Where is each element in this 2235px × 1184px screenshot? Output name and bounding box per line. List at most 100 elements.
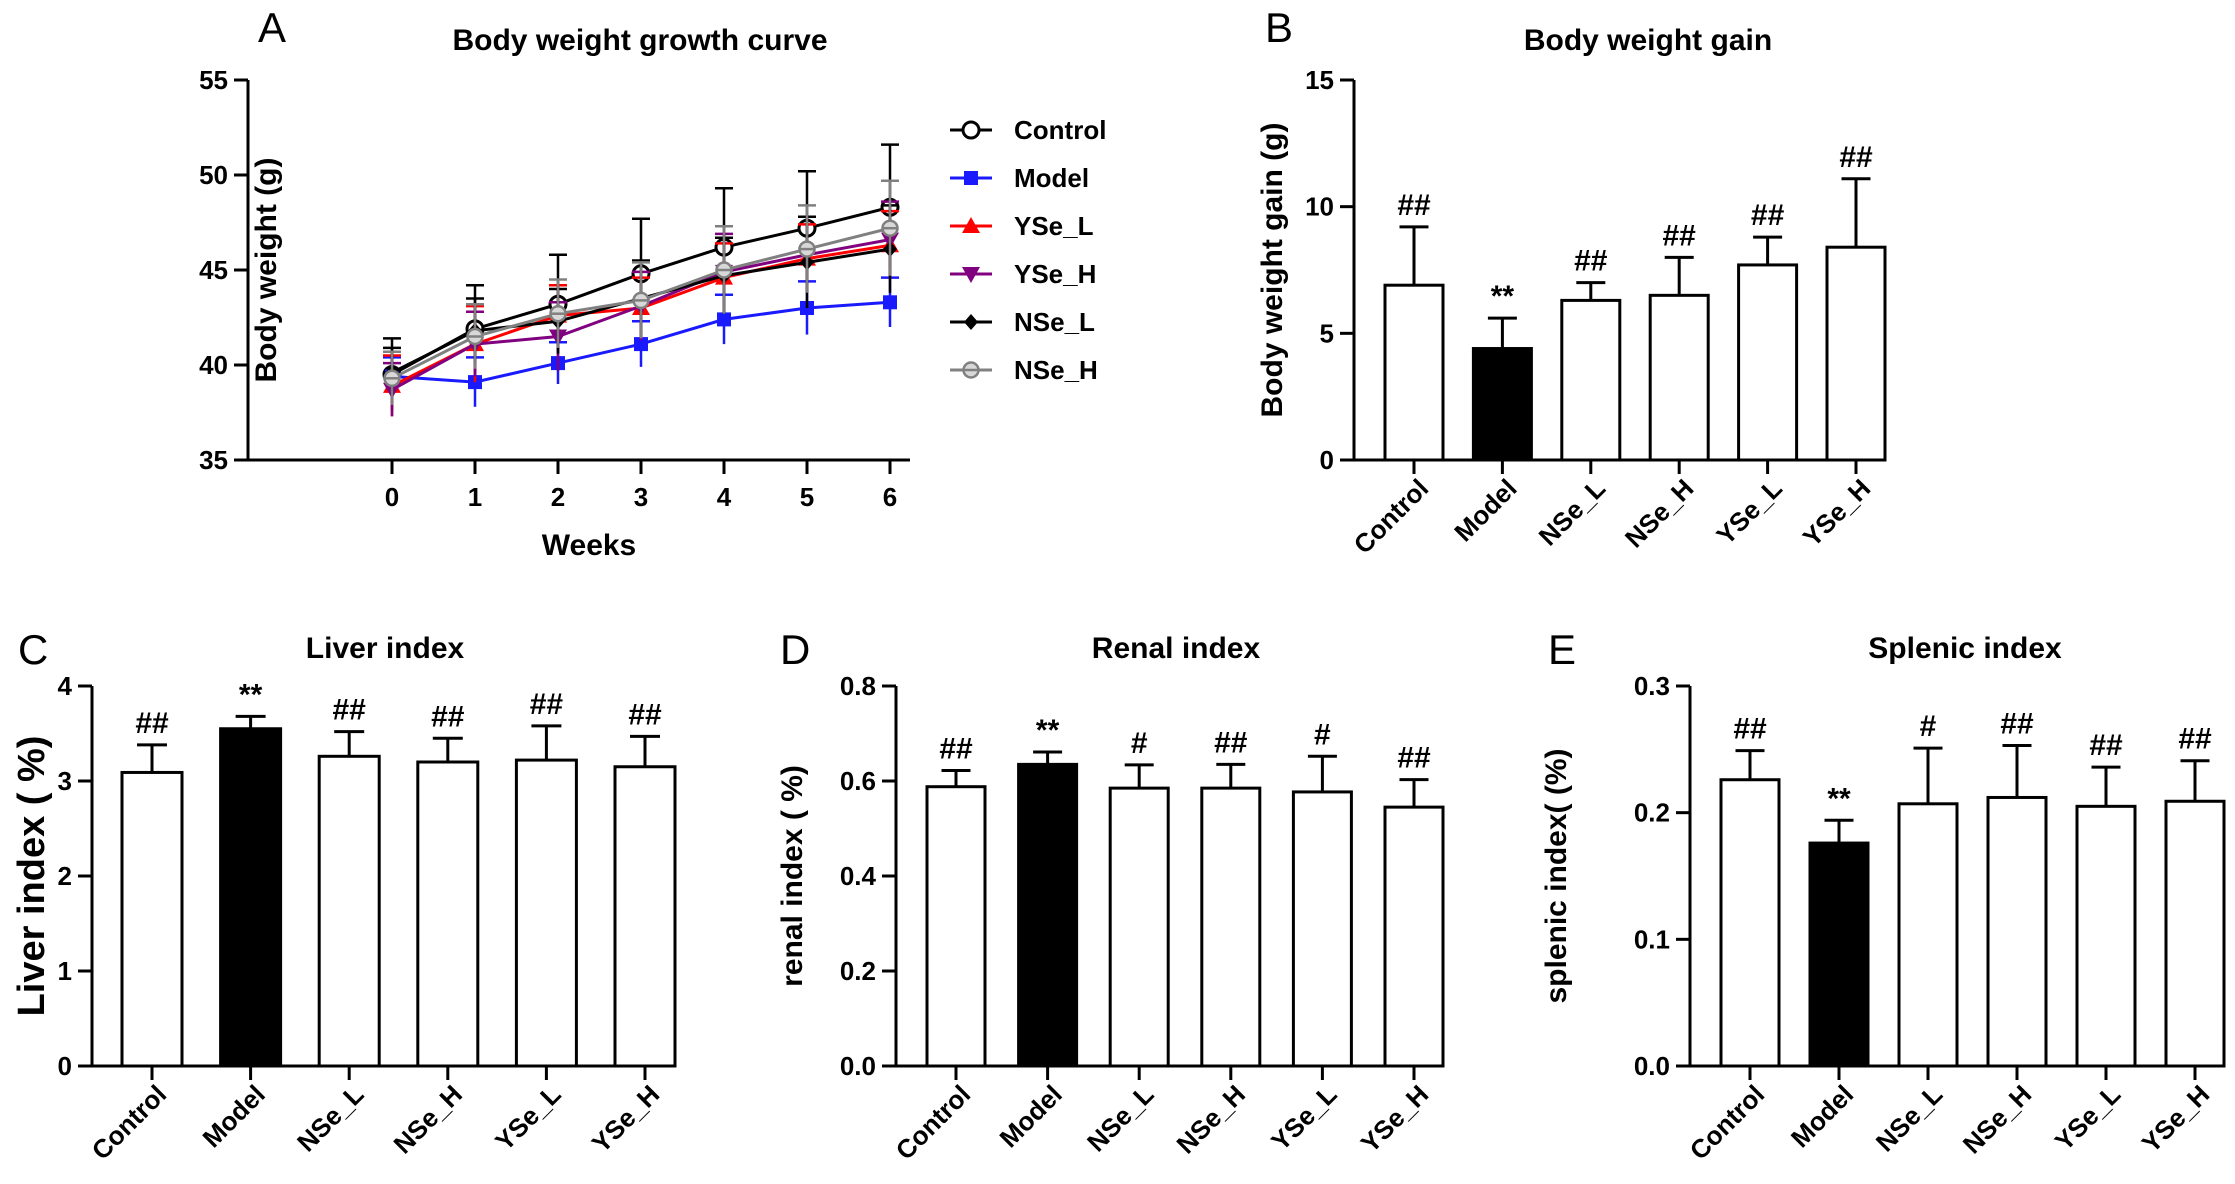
significance-mark-D-yse-l: # xyxy=(1314,718,1331,751)
x-category-label-D-control: Control xyxy=(890,1079,977,1166)
bar-D-control xyxy=(925,785,987,1068)
bar-C-nse-l xyxy=(317,754,381,1068)
bar-C-yse-l xyxy=(514,758,578,1068)
significance-mark-C-yse-l: ## xyxy=(530,688,564,721)
x-category-label-C-yse-h: YSe_H xyxy=(586,1079,665,1158)
significance-mark-D-nse-h: ## xyxy=(1214,726,1248,759)
x-axis-title-A: Weeks xyxy=(542,529,637,562)
x-category-label-B-yse-l: YSe_L xyxy=(1710,473,1788,551)
panel-label-D: D xyxy=(780,626,810,673)
x-category-label-E-yse-h: YSe_H xyxy=(2136,1079,2215,1158)
bar-C-control xyxy=(120,770,184,1068)
x-category-label-E-nse-h: NSe_H xyxy=(1957,1079,2037,1159)
x-category-label-B-nse-l: NSe_L xyxy=(1533,473,1612,552)
panel-label-A: A xyxy=(258,4,286,51)
legend-label-nse-h: NSe_H xyxy=(1014,355,1098,385)
significance-mark-E-nse-l: # xyxy=(1920,710,1937,743)
significance-mark-B-model: ** xyxy=(1491,280,1515,313)
y-tick-label-C: 0 xyxy=(58,1051,72,1081)
marker-legend-nse-l xyxy=(964,314,978,330)
significance-mark-D-control: ## xyxy=(939,733,973,766)
y-tick-label-D: 0.0 xyxy=(840,1051,876,1081)
significance-mark-B-nse-l: ## xyxy=(1574,245,1608,278)
y-tick-label-A: 45 xyxy=(199,255,228,285)
y-tick-label-C: 1 xyxy=(58,956,72,986)
y-tick-label-A: 40 xyxy=(199,350,228,380)
legend-label-model: Model xyxy=(1014,163,1089,193)
x-category-label-C-control: Control xyxy=(86,1079,173,1166)
marker-legend-control xyxy=(961,120,981,140)
y-axis-title-D: renal index ( %) xyxy=(776,765,809,987)
y-tick-label-B: 0 xyxy=(1320,445,1334,475)
significance-mark-B-control: ## xyxy=(1397,189,1431,222)
y-tick-label-B: 15 xyxy=(1305,65,1334,95)
bar-E-nse-h xyxy=(1986,795,2048,1068)
bar-B-model xyxy=(1471,347,1533,462)
bar-E-yse-h xyxy=(2164,799,2226,1068)
x-category-label-C-yse-l: YSe_L xyxy=(489,1079,567,1157)
x-category-label-C-model: Model xyxy=(197,1079,271,1153)
x-category-label-D-model: Model xyxy=(994,1079,1068,1153)
legend-label-control: Control xyxy=(1014,115,1106,145)
significance-mark-E-nse-h: ## xyxy=(2000,708,2034,741)
x-category-label-D-yse-h: YSe_H xyxy=(1355,1079,1434,1158)
y-tick-label-D: 0.4 xyxy=(840,861,877,891)
y-tick-label-C: 2 xyxy=(58,861,72,891)
significance-mark-B-yse-h: ## xyxy=(1839,141,1873,174)
significance-mark-E-control: ## xyxy=(1733,713,1767,746)
y-axis-title-A: Body weight (g) xyxy=(250,158,283,383)
x-tick-label-A: 3 xyxy=(634,482,648,512)
legend-label-nse-l: NSe_L xyxy=(1014,307,1095,337)
y-axis-title-E: splenic index( (%) xyxy=(1540,748,1573,1003)
y-tick-label-A: 55 xyxy=(199,65,228,95)
x-category-label-E-model: Model xyxy=(1785,1079,1859,1153)
significance-mark-C-nse-h: ## xyxy=(431,700,465,733)
y-tick-label-A: 50 xyxy=(199,160,228,190)
significance-mark-C-nse-l: ## xyxy=(333,694,367,727)
bar-C-nse-h xyxy=(416,760,480,1068)
panel-label-E: E xyxy=(1548,626,1576,673)
y-tick-label-D: 0.2 xyxy=(840,956,876,986)
x-tick-label-A: 1 xyxy=(468,482,482,512)
bar-E-nse-l xyxy=(1897,802,1959,1068)
bar-B-yse-l xyxy=(1737,263,1799,462)
marker-legend-yse-h xyxy=(962,267,980,283)
y-tick-label-E: 0.1 xyxy=(1634,924,1670,954)
x-category-label-D-nse-h: NSe_H xyxy=(1171,1079,1251,1159)
bar-B-yse-h xyxy=(1825,245,1887,462)
chart-title-A: Body weight growth curve xyxy=(452,24,827,57)
significance-mark-C-yse-h: ## xyxy=(628,698,662,731)
x-tick-label-A: 6 xyxy=(883,482,897,512)
y-tick-label-E: 0.3 xyxy=(1634,671,1670,701)
bar-B-nse-h xyxy=(1648,293,1710,462)
x-category-label-D-yse-l: YSe_L xyxy=(1265,1079,1343,1157)
y-tick-label-C: 4 xyxy=(58,671,73,701)
bar-E-model xyxy=(1808,841,1870,1068)
y-tick-label-E: 0.2 xyxy=(1634,798,1670,828)
bar-C-model xyxy=(219,727,283,1068)
chart-title-C: Liver index xyxy=(306,632,465,665)
y-tick-label-C: 3 xyxy=(58,766,72,796)
y-tick-label-B: 10 xyxy=(1305,192,1334,222)
y-tick-label-E: 0.0 xyxy=(1634,1051,1670,1081)
bar-D-nse-l xyxy=(1108,786,1170,1068)
x-tick-label-A: 0 xyxy=(385,482,399,512)
bar-B-nse-l xyxy=(1560,298,1622,462)
y-tick-label-D: 0.8 xyxy=(840,671,876,701)
bar-D-yse-l xyxy=(1291,790,1353,1068)
y-axis-title-C: Liver index ( %) xyxy=(11,736,53,1017)
y-tick-label-B: 5 xyxy=(1320,318,1334,348)
y-tick-label-D: 0.6 xyxy=(840,766,876,796)
significance-mark-D-yse-h: ## xyxy=(1397,742,1431,775)
marker-A-model xyxy=(717,312,731,327)
legend-label-yse-h: YSe_H xyxy=(1014,259,1096,289)
x-tick-label-A: 4 xyxy=(717,482,732,512)
marker-legend-yse-l xyxy=(962,217,980,233)
x-category-label-C-nse-l: NSe_L xyxy=(291,1079,370,1158)
x-category-label-B-nse-h: NSe_H xyxy=(1619,473,1699,553)
bar-C-yse-h xyxy=(613,765,677,1068)
significance-mark-B-yse-l: ## xyxy=(1751,199,1785,232)
significance-mark-E-model: ** xyxy=(1827,782,1851,815)
significance-mark-C-control: ## xyxy=(135,707,169,740)
